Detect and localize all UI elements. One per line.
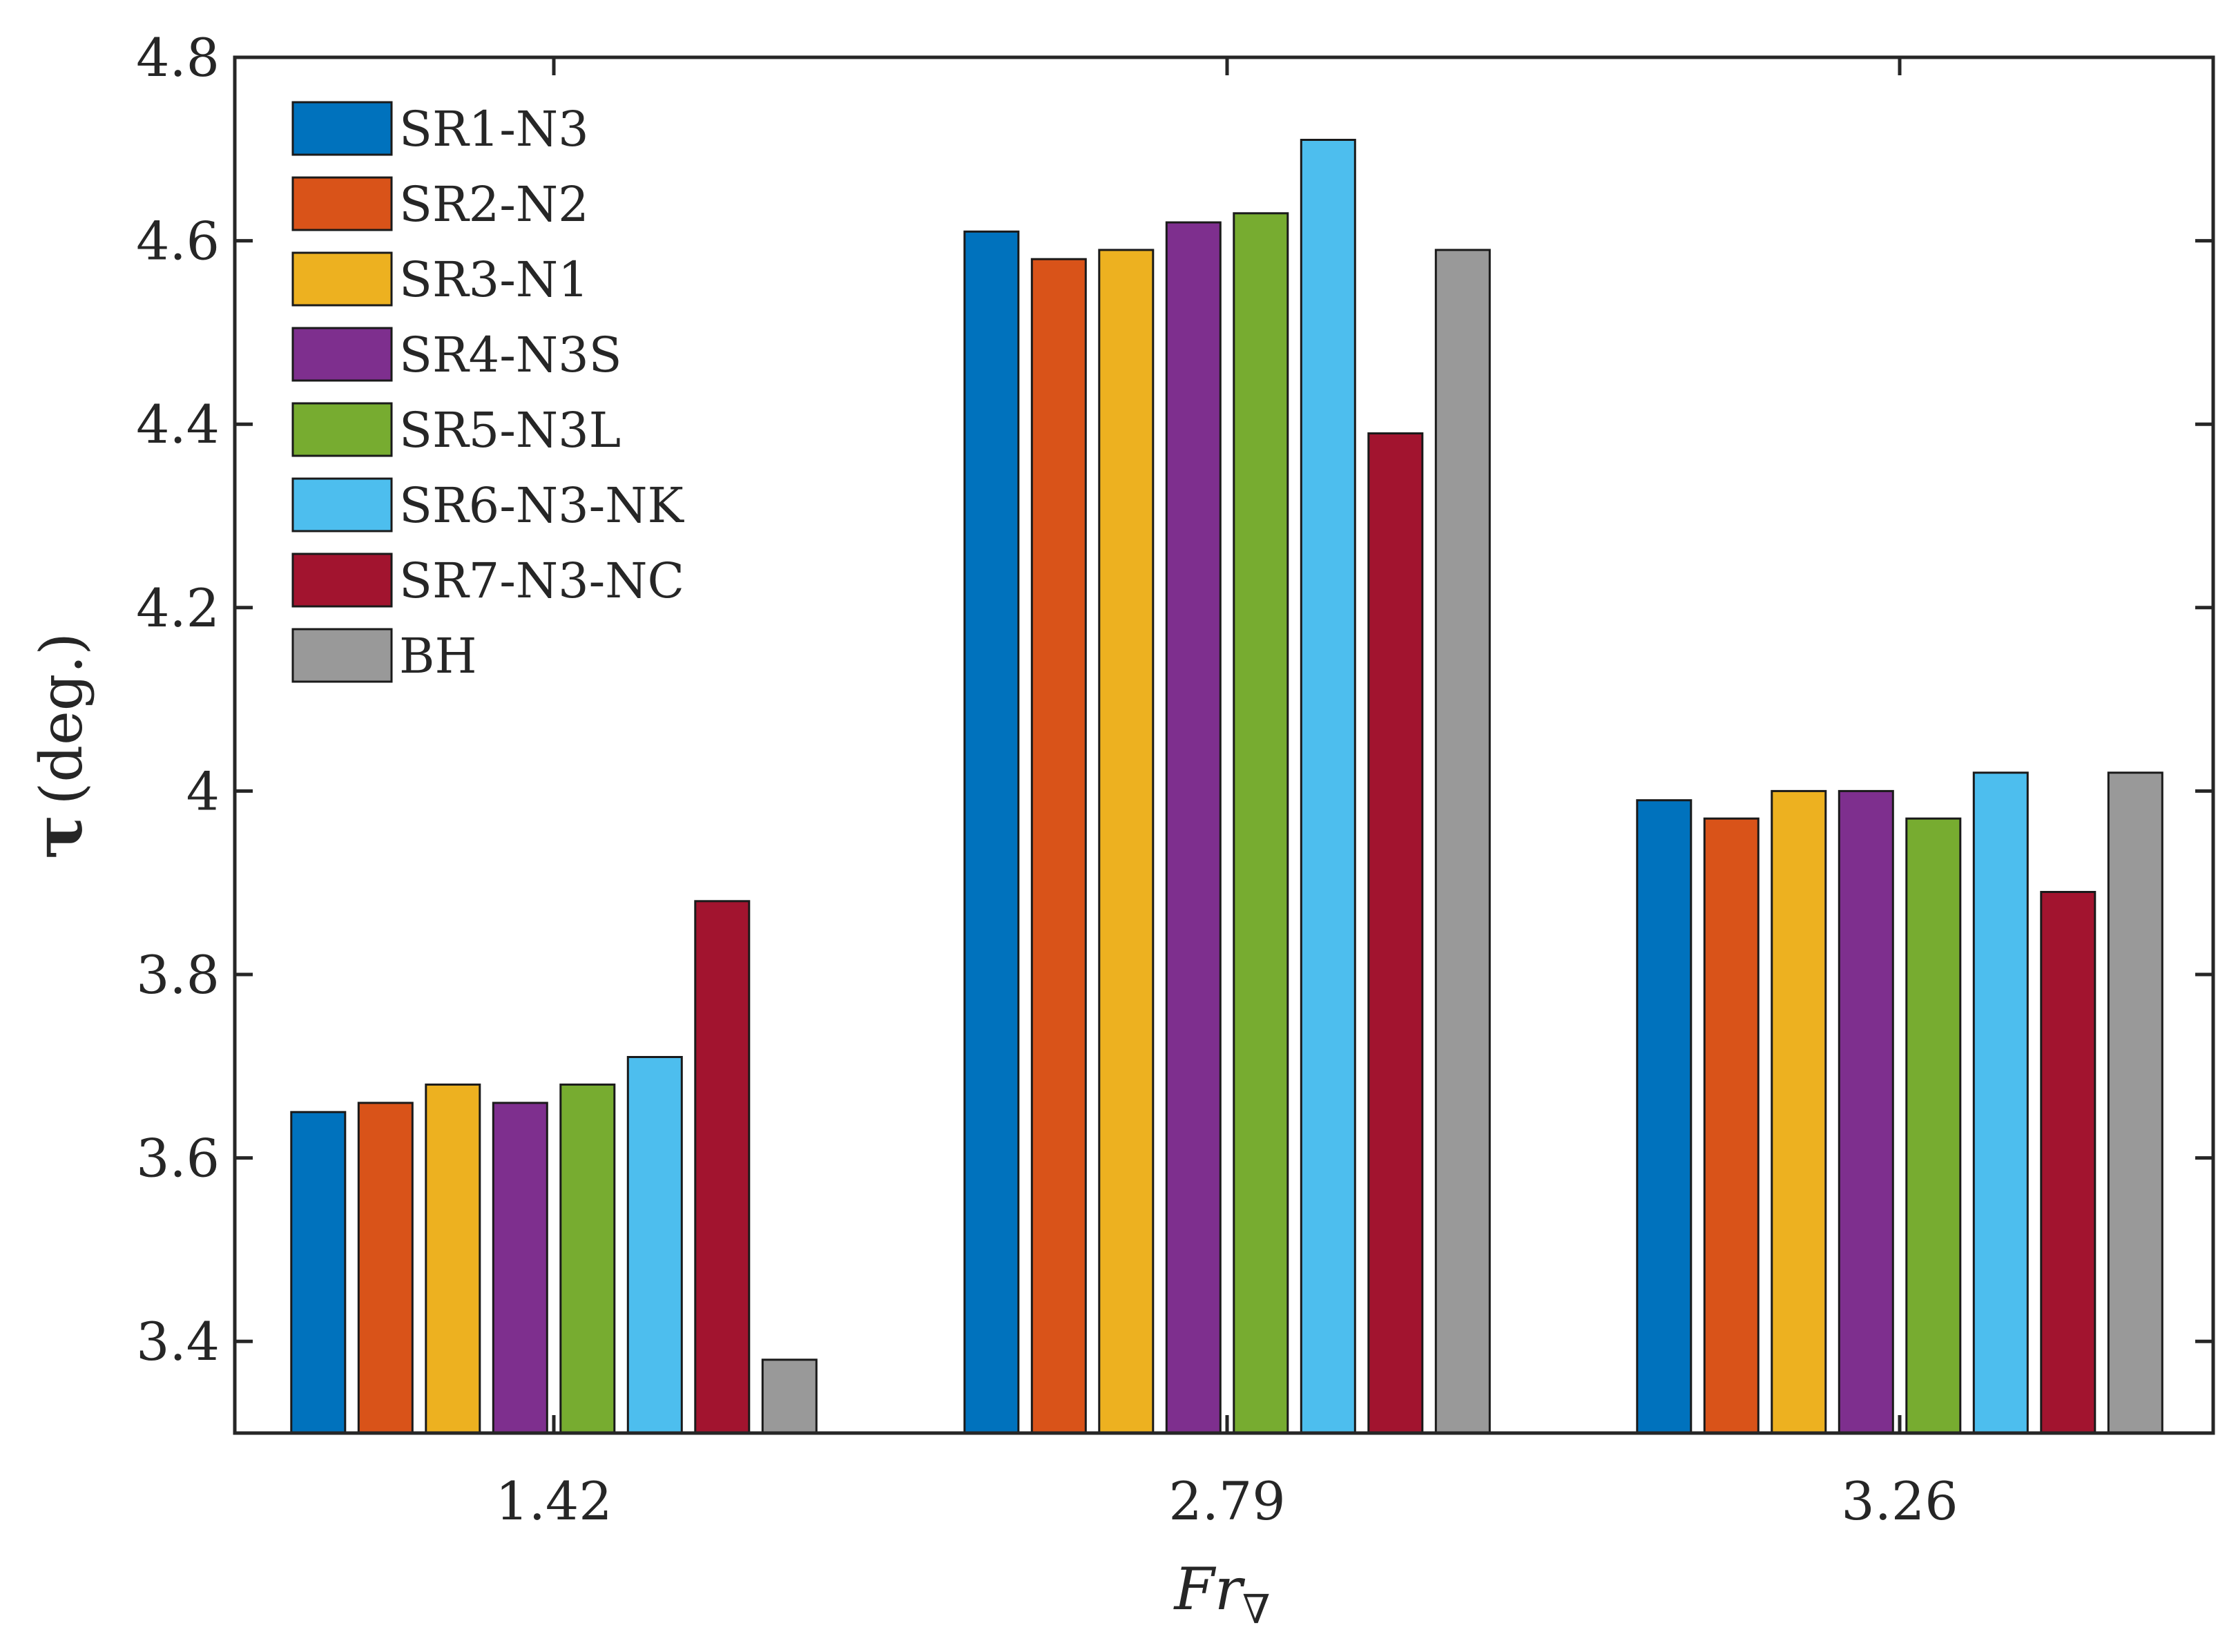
bar-sr6-n3-nk-3-26	[1972, 771, 2029, 1434]
bar-sr4-n3s-2-79	[1165, 221, 1222, 1434]
x-axis-label: Fr∇	[1173, 1555, 1271, 1633]
y-tick-label: 3.6	[136, 1128, 220, 1189]
legend-label: SR2-N2	[399, 176, 589, 233]
ticks-layer: 3.4 3.6 3.8 4 4.2 4.4 4.6 4.8 1.42 2.79 3.26	[136, 27, 2213, 1532]
legend-swatch	[291, 251, 393, 307]
x-tick-label: 3.26	[1841, 1470, 1958, 1532]
bar-sr6-n3-nk-1-42	[626, 1056, 683, 1434]
bar-sr7-n3-nc-2-79	[1367, 432, 1424, 1434]
legend-swatch	[291, 553, 393, 608]
bar-sr4-n3s-1-42	[492, 1102, 548, 1434]
bar-sr1-n3-3-26	[1636, 799, 1693, 1434]
legend-label: SR4-N3S	[399, 327, 622, 383]
legend-label: SR3-N1	[399, 251, 589, 308]
bar-sr1-n3-2-79	[963, 230, 1020, 1434]
bar-sr1-n3-1-42	[290, 1111, 347, 1434]
x-axis-label-subscript: ∇	[1242, 1586, 1271, 1633]
legend-label: BH	[399, 628, 477, 684]
legend-swatch	[291, 402, 393, 457]
y-tick-label: 4.4	[136, 394, 220, 455]
bar-bh-3-26	[2107, 771, 2163, 1434]
y-axis-label-symbol: τ	[19, 814, 97, 859]
bar-sr3-n1-2-79	[1098, 249, 1155, 1434]
bar-sr5-n3l-2-79	[1233, 212, 1289, 1434]
x-tick-label: 1.42	[495, 1470, 612, 1532]
legend-label: SR7-N3-NC	[399, 553, 684, 609]
y-tick-label: 4.6	[136, 211, 220, 272]
y-tick-label: 3.4	[136, 1311, 220, 1372]
legend-swatch	[291, 101, 393, 156]
y-tick-label: 3.8	[136, 944, 220, 1006]
y-axis-label-unit: (deg.)	[28, 633, 95, 805]
legend-label: SR1-N3	[399, 101, 589, 157]
bar-sr6-n3-nk-2-79	[1300, 139, 1356, 1434]
bar-sr5-n3l-3-26	[1905, 817, 1962, 1434]
y-tick-label: 4.8	[136, 27, 220, 88]
bars-layer	[290, 139, 2163, 1434]
legend-swatch	[291, 327, 393, 382]
y-tick-label: 4.2	[136, 577, 220, 639]
legend: SR1-N3 SR2-N2 SR3-N1 SR4-N3S SR5-N3L SR6-N3-N…	[291, 101, 685, 684]
y-tick-label: 4	[186, 760, 220, 822]
bar-sr7-n3-nc-1-42	[694, 900, 751, 1434]
y-axis-label: τ (deg.)	[19, 633, 97, 859]
bar-bh-1-42	[761, 1358, 818, 1434]
bar-sr2-n2-3-26	[1703, 817, 1760, 1434]
x-axis-label-main: Fr	[1173, 1555, 1246, 1623]
plot-area-frame	[233, 55, 2215, 1435]
legend-swatch	[291, 477, 393, 532]
legend-swatch	[291, 176, 393, 231]
x-tick-label: 2.79	[1168, 1470, 1285, 1532]
bar-sr2-n2-1-42	[357, 1102, 414, 1434]
bar-sr3-n1-1-42	[425, 1083, 481, 1434]
legend-label: SR6-N3-NK	[399, 477, 685, 534]
bar-sr7-n3-nc-3-26	[2040, 891, 2096, 1434]
bar-sr3-n1-3-26	[1771, 789, 1827, 1434]
legend-swatch	[291, 628, 393, 683]
bar-sr2-n2-2-79	[1030, 258, 1087, 1434]
bar-sr4-n3s-3-26	[1838, 789, 1894, 1434]
bar-bh-2-79	[1434, 249, 1491, 1434]
legend-label: SR5-N3L	[399, 402, 621, 459]
bar-sr5-n3l-1-42	[559, 1083, 616, 1434]
